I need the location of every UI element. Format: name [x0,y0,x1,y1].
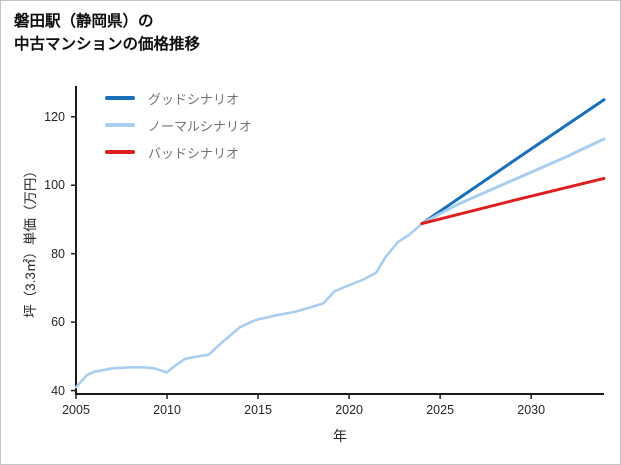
x-tick-label: 2010 [153,403,181,417]
chart-legend: グッドシナリオ ノーマルシナリオ バッドシナリオ [105,89,252,161]
x-tick-label: 2030 [517,403,546,417]
legend-label-bad-scenario: バッドシナリオ [148,145,240,161]
scenario-line-1 [420,137,606,226]
legend-item-bad-scenario: バッドシナリオ [105,143,252,161]
y-tick-label: 80 [51,246,65,261]
legend-item-normal-scenario: ノーマルシナリオ [105,116,252,134]
x-axis-label: 年 [333,428,347,444]
scenario-line-0 [420,98,606,226]
x-tick-label: 2025 [426,403,455,417]
x-tick-label: 2005 [62,403,90,417]
x-tick-label: 2020 [335,403,363,417]
x-tick-label: 2015 [244,403,272,417]
normal-scenario-line-swatch [105,123,135,127]
legend-label-normal-scenario: ノーマルシナリオ [148,118,253,134]
scenario-line-2 [420,176,606,226]
history-price-line [74,222,424,389]
y-tick-label: 60 [51,315,65,330]
y-axis-label: 坪（3.3㎡）単価（万円） [23,164,38,318]
chart-title-line1: 磐田駅（静岡県）の [14,13,154,30]
chart-title-line2: 中古マンションの価格推移 [14,36,201,54]
y-tick-label: 40 [51,383,65,398]
good-scenario-line-swatch [105,96,135,100]
legend-item-good-scenario: グッドシナリオ [105,89,252,107]
bad-scenario-line-swatch [105,150,135,154]
legend-label-good-scenario: グッドシナリオ [148,91,240,107]
y-tick-label: 120 [44,109,65,124]
y-tick-label: 100 [44,178,65,193]
chart-title: 磐田駅（静岡県）の 中古マンションの価格推移 [14,10,200,57]
